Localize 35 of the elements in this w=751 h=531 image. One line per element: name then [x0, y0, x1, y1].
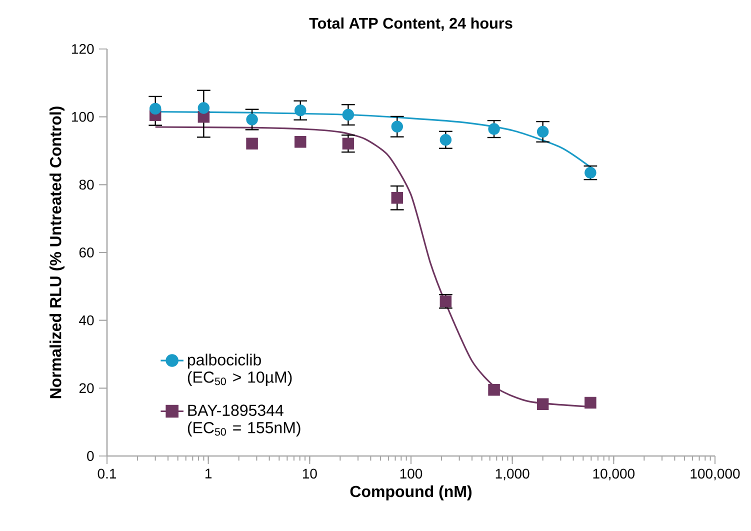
point	[246, 138, 258, 150]
y-axis-title: Normalized RLU (% Untreated Control)	[50, 106, 64, 398]
x-tick-label: 1	[206, 468, 212, 478]
point	[584, 396, 596, 409]
point	[149, 102, 162, 115]
y-tick-label: 80	[79, 180, 94, 190]
point	[488, 384, 500, 396]
point	[342, 108, 354, 121]
point	[391, 120, 404, 133]
x-axis-title: Compound (nM)	[350, 485, 472, 500]
y-tick-label: 40	[79, 315, 94, 326]
point	[342, 138, 354, 150]
x-tick-label: 10	[302, 468, 317, 479]
point	[294, 104, 306, 116]
x-tick-label: 10,000	[593, 468, 635, 480]
legend-label: palbociclib (EC$_{50}$ > 10µM)	[188, 354, 292, 386]
point	[198, 102, 210, 114]
point	[440, 134, 452, 146]
y-tick-label: 120	[72, 44, 94, 54]
x-tick-label: 0.1	[98, 468, 116, 479]
point	[391, 192, 404, 204]
y-tick-label: 0	[87, 451, 94, 461]
y-tick-label: 100	[72, 112, 94, 122]
point	[536, 398, 549, 410]
legend-label: BAY-1895344 (EC$_{50}$ = 155nM)	[188, 404, 300, 436]
y-tick-label: 20	[79, 383, 94, 394]
y-tick-label: 60	[79, 248, 94, 258]
point	[536, 126, 549, 138]
point	[294, 136, 306, 148]
x-tick-label: 100,000	[690, 468, 740, 480]
point	[246, 114, 258, 126]
x-tick-label: 100	[400, 468, 422, 479]
x-tick-label: 1,000	[496, 468, 530, 480]
chart-title: Total ATP Content, 24 hours	[309, 17, 512, 31]
point	[488, 123, 500, 135]
